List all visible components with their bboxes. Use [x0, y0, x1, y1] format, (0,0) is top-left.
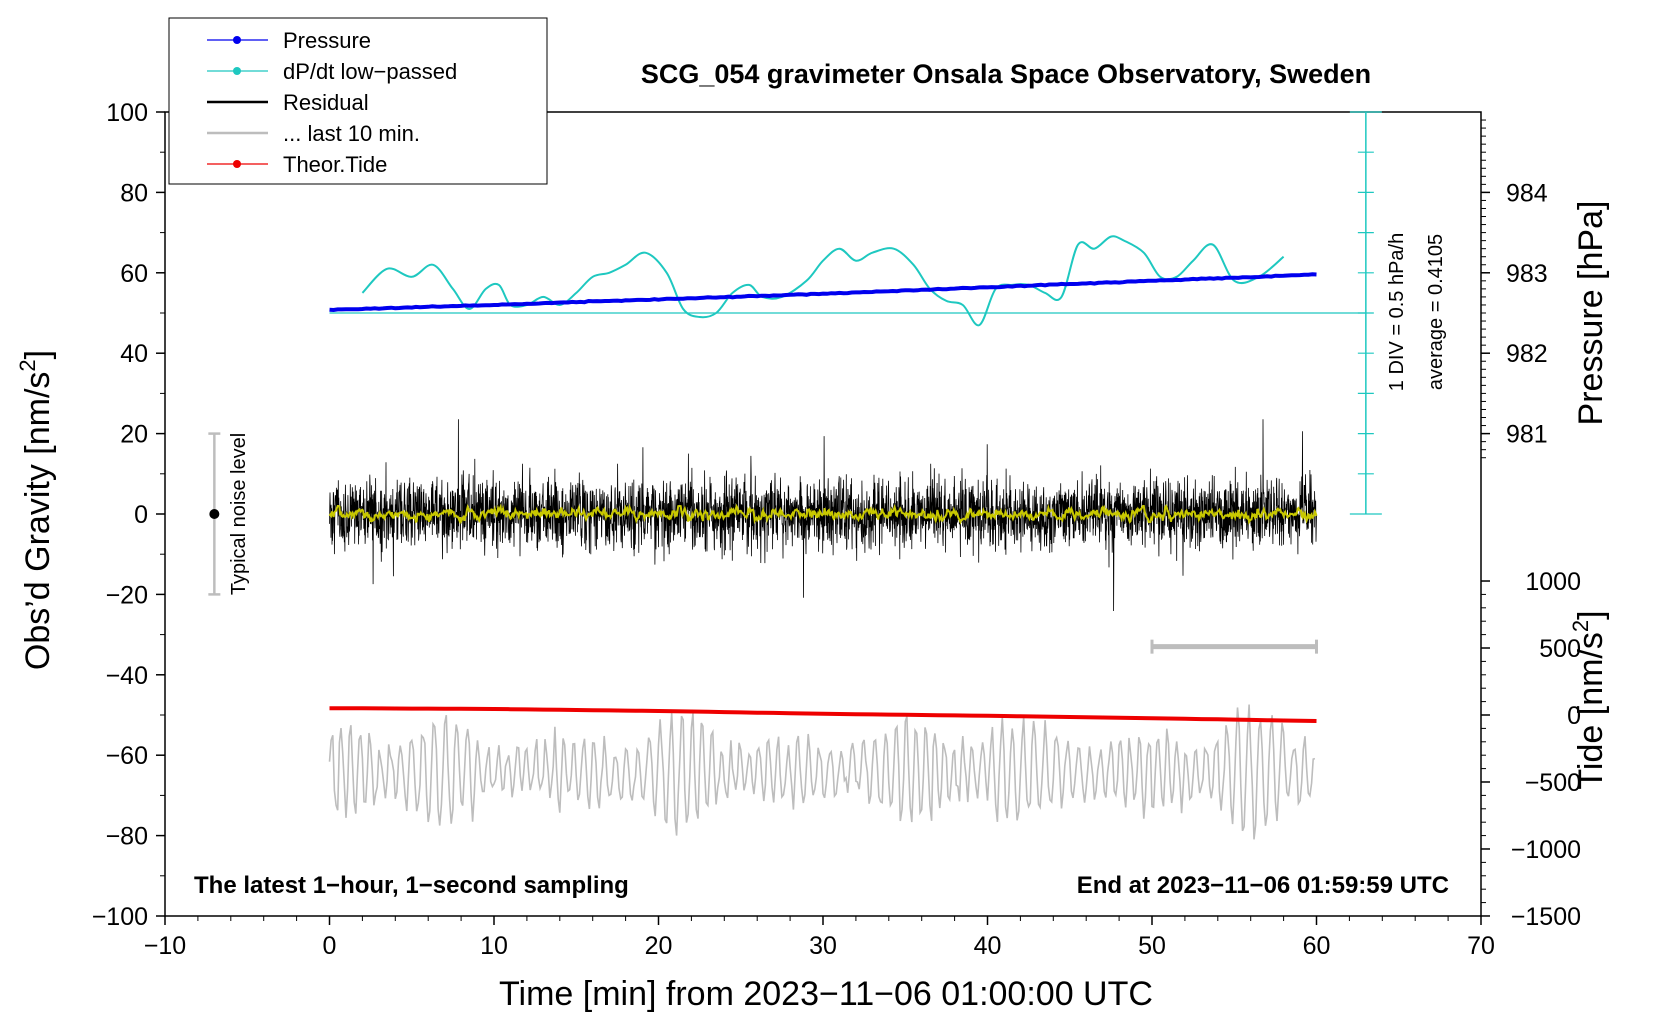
- note-right: End at 2023−11−06 01:59:59 UTC: [1077, 872, 1449, 899]
- y-tick-label: 20: [120, 421, 148, 449]
- y-tick-label: 100: [106, 99, 148, 127]
- pressure-tick-label: 982: [1506, 340, 1548, 368]
- x-tick-label: 70: [1467, 932, 1495, 960]
- tide-tick-label: 0: [1567, 702, 1581, 730]
- legend-entry-dpdt: dP/dt low−passed: [207, 59, 457, 84]
- legend-label-dpdt: dP/dt low−passed: [283, 59, 457, 84]
- y-tick-label: 40: [120, 340, 148, 368]
- series-pressure-line: [329, 272, 1317, 313]
- y-tick-label: −80: [106, 823, 148, 851]
- x-tick-label: −10: [144, 932, 186, 960]
- noise-level-label: Typical noise level: [228, 433, 250, 595]
- y-tick-label: −40: [106, 662, 148, 690]
- y-tick-label: 0: [134, 501, 148, 529]
- y-tick-label: −60: [106, 742, 148, 770]
- series-residual-line: [329, 419, 1317, 612]
- legend-entry-last10: ... last 10 min.: [207, 121, 420, 146]
- legend-label-tide: Theor.Tide: [283, 152, 387, 177]
- tide-tick-label: 500: [1539, 635, 1581, 663]
- x-tick-label: 10: [480, 932, 508, 960]
- legend-entry-tide: Theor.Tide: [207, 152, 387, 177]
- x-tick-label: 60: [1303, 932, 1331, 960]
- noise-bar-center-dot: [209, 509, 220, 519]
- y-tick-label: −100: [92, 903, 148, 931]
- scale-bar-label: 1 DIV = 0.5 hPa/h: [1386, 233, 1408, 391]
- pressure-tick-label: 984: [1506, 179, 1548, 207]
- x-tick-label: 0: [323, 932, 337, 960]
- tide-tick-label: 1000: [1525, 568, 1581, 596]
- y-tick-label: 60: [120, 260, 148, 288]
- y-tick-label: −20: [106, 581, 148, 609]
- tide-tick-label: −500: [1525, 769, 1581, 797]
- y-axis-label: Obs’d Gravity [nm/s2]: [15, 350, 57, 670]
- x-tick-label: 40: [974, 932, 1002, 960]
- y-tick-label: 80: [120, 179, 148, 207]
- tide-tick-label: −1000: [1511, 836, 1581, 864]
- legend-entry-residual: Residual: [207, 90, 369, 115]
- series-last10-line: [328, 704, 1316, 840]
- tide-tick-label: −1500: [1511, 903, 1581, 931]
- pressure-tick-label: 981: [1506, 421, 1548, 449]
- tide-axis-label: Tide [nm/s2]: [1568, 610, 1610, 789]
- legend-label-pressure: Pressure: [283, 28, 371, 53]
- chart-title: SCG_054 gravimeter Onsala Space Observat…: [641, 59, 1371, 89]
- pressure-tick-label: 983: [1506, 260, 1548, 288]
- series-tide-line: [329, 706, 1317, 723]
- legend-label-residual: Residual: [283, 90, 369, 115]
- x-tick-label: 50: [1138, 932, 1166, 960]
- legend-entry-pressure: Pressure: [207, 28, 371, 53]
- note-left: The latest 1−hour, 1−second sampling: [194, 872, 629, 899]
- average-label: average = 0.4105: [1425, 234, 1447, 390]
- pressure-axis-label: Pressure [hPa]: [1572, 201, 1610, 426]
- x-tick-label: 30: [809, 932, 837, 960]
- legend-label-last10: ... last 10 min.: [283, 121, 420, 146]
- x-tick-label: 20: [645, 932, 673, 960]
- x-axis-label: Time [min] from 2023−11−06 01:00:00 UTC: [499, 975, 1153, 1013]
- legend: Pressure dP/dt low−passed Residual ... l…: [168, 17, 548, 185]
- series-residual-smoothed-line: [328, 503, 1318, 526]
- series-dpdt-line: [361, 235, 1285, 327]
